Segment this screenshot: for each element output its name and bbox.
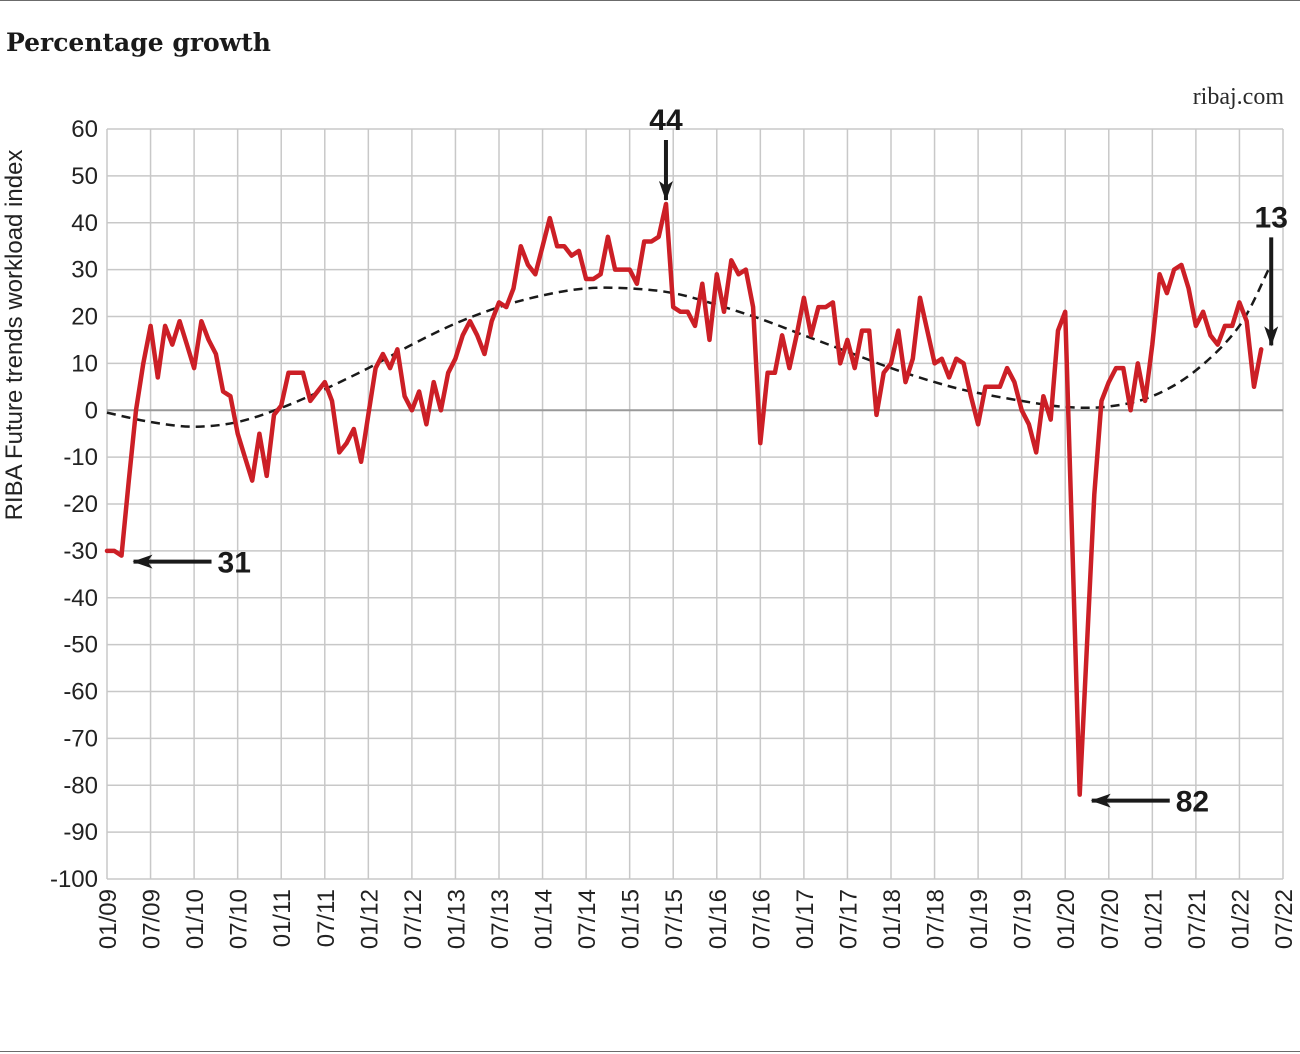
x-tick-label: 07/10 — [226, 889, 253, 949]
x-tick-label: 07/09 — [139, 889, 166, 949]
y-tick-label: -100 — [50, 866, 98, 893]
y-tick-label: 40 — [71, 210, 98, 237]
annotation: 31 — [132, 547, 251, 580]
y-tick-label: -50 — [63, 632, 98, 659]
annotation: 13 — [1255, 201, 1288, 347]
x-tick-label: 01/09 — [95, 889, 122, 949]
y-tick-label: -10 — [63, 444, 98, 471]
chart-title: Percentage growth — [6, 28, 271, 57]
x-tick-label: 07/21 — [1184, 889, 1211, 949]
series-line — [104, 201, 1264, 797]
x-tick-label: 07/13 — [487, 889, 514, 949]
x-tick-label: 01/16 — [705, 889, 732, 949]
y-tick-label: -20 — [63, 491, 98, 518]
x-tick-label: 07/20 — [1097, 889, 1124, 949]
y-tick-label: -30 — [63, 538, 98, 565]
annotation: 82 — [1090, 786, 1209, 819]
x-tick-label: 07/15 — [661, 889, 688, 949]
y-tick-label: -40 — [63, 585, 98, 612]
y-tick-label: 50 — [71, 163, 98, 190]
x-tick-label: 07/19 — [1010, 889, 1037, 949]
x-tick-label: 01/12 — [356, 889, 383, 949]
grid — [106, 128, 1284, 880]
annotation-label: 82 — [1176, 786, 1209, 819]
x-tick-label: 01/14 — [531, 889, 558, 949]
y-tick-label: 20 — [71, 304, 98, 331]
y-tick-label: -70 — [63, 725, 98, 752]
x-tick-label: 07/18 — [923, 889, 950, 949]
top-rule — [0, 0, 1300, 1]
x-tick-label: 07/17 — [835, 889, 862, 949]
x-tick-label: 01/11 — [269, 889, 296, 947]
y-tick-label: 30 — [71, 257, 98, 284]
y-axis-label: RIBA Future trends workload index — [1, 150, 28, 521]
x-tick-label: 07/14 — [574, 889, 601, 949]
x-tick-label: 01/22 — [1227, 889, 1254, 949]
x-tick-label: 01/20 — [1053, 889, 1080, 949]
annotation: 44 — [649, 104, 683, 201]
axis-ticks: 01/09 07/09 01/10 07/10 01/11 07/11 01/12 07/12… — [50, 116, 1298, 949]
x-tick-label: 01/10 — [182, 889, 209, 949]
annotation-label: 31 — [218, 547, 251, 580]
x-tick-label: 01/15 — [618, 889, 645, 949]
x-tick-label: 07/16 — [748, 889, 775, 949]
y-tick-label: -60 — [63, 679, 98, 706]
y-tick-label: -80 — [63, 772, 98, 799]
y-tick-label: 10 — [71, 350, 98, 377]
x-tick-label: 01/17 — [792, 889, 819, 949]
x-tick-label: 01/19 — [966, 889, 993, 949]
annotation-label: 44 — [649, 104, 683, 137]
annotation-label: 13 — [1255, 201, 1288, 234]
x-tick-label: 01/21 — [1140, 889, 1167, 949]
x-tick-label: 07/11 — [313, 889, 340, 947]
y-tick-label: 60 — [71, 116, 98, 143]
x-tick-label: 07/12 — [400, 889, 427, 949]
bottom-rule — [0, 1051, 1300, 1052]
annotations: 31 44 82 13 — [132, 104, 1288, 819]
y-tick-label: -90 — [63, 819, 98, 846]
x-tick-label: 01/13 — [443, 889, 470, 949]
x-tick-label: 07/22 — [1271, 889, 1298, 949]
source-credit: ribaj.com — [1192, 84, 1284, 110]
x-tick-label: 01/18 — [879, 889, 906, 949]
trend-line — [106, 269, 1270, 428]
y-tick-label: 0 — [85, 397, 98, 424]
